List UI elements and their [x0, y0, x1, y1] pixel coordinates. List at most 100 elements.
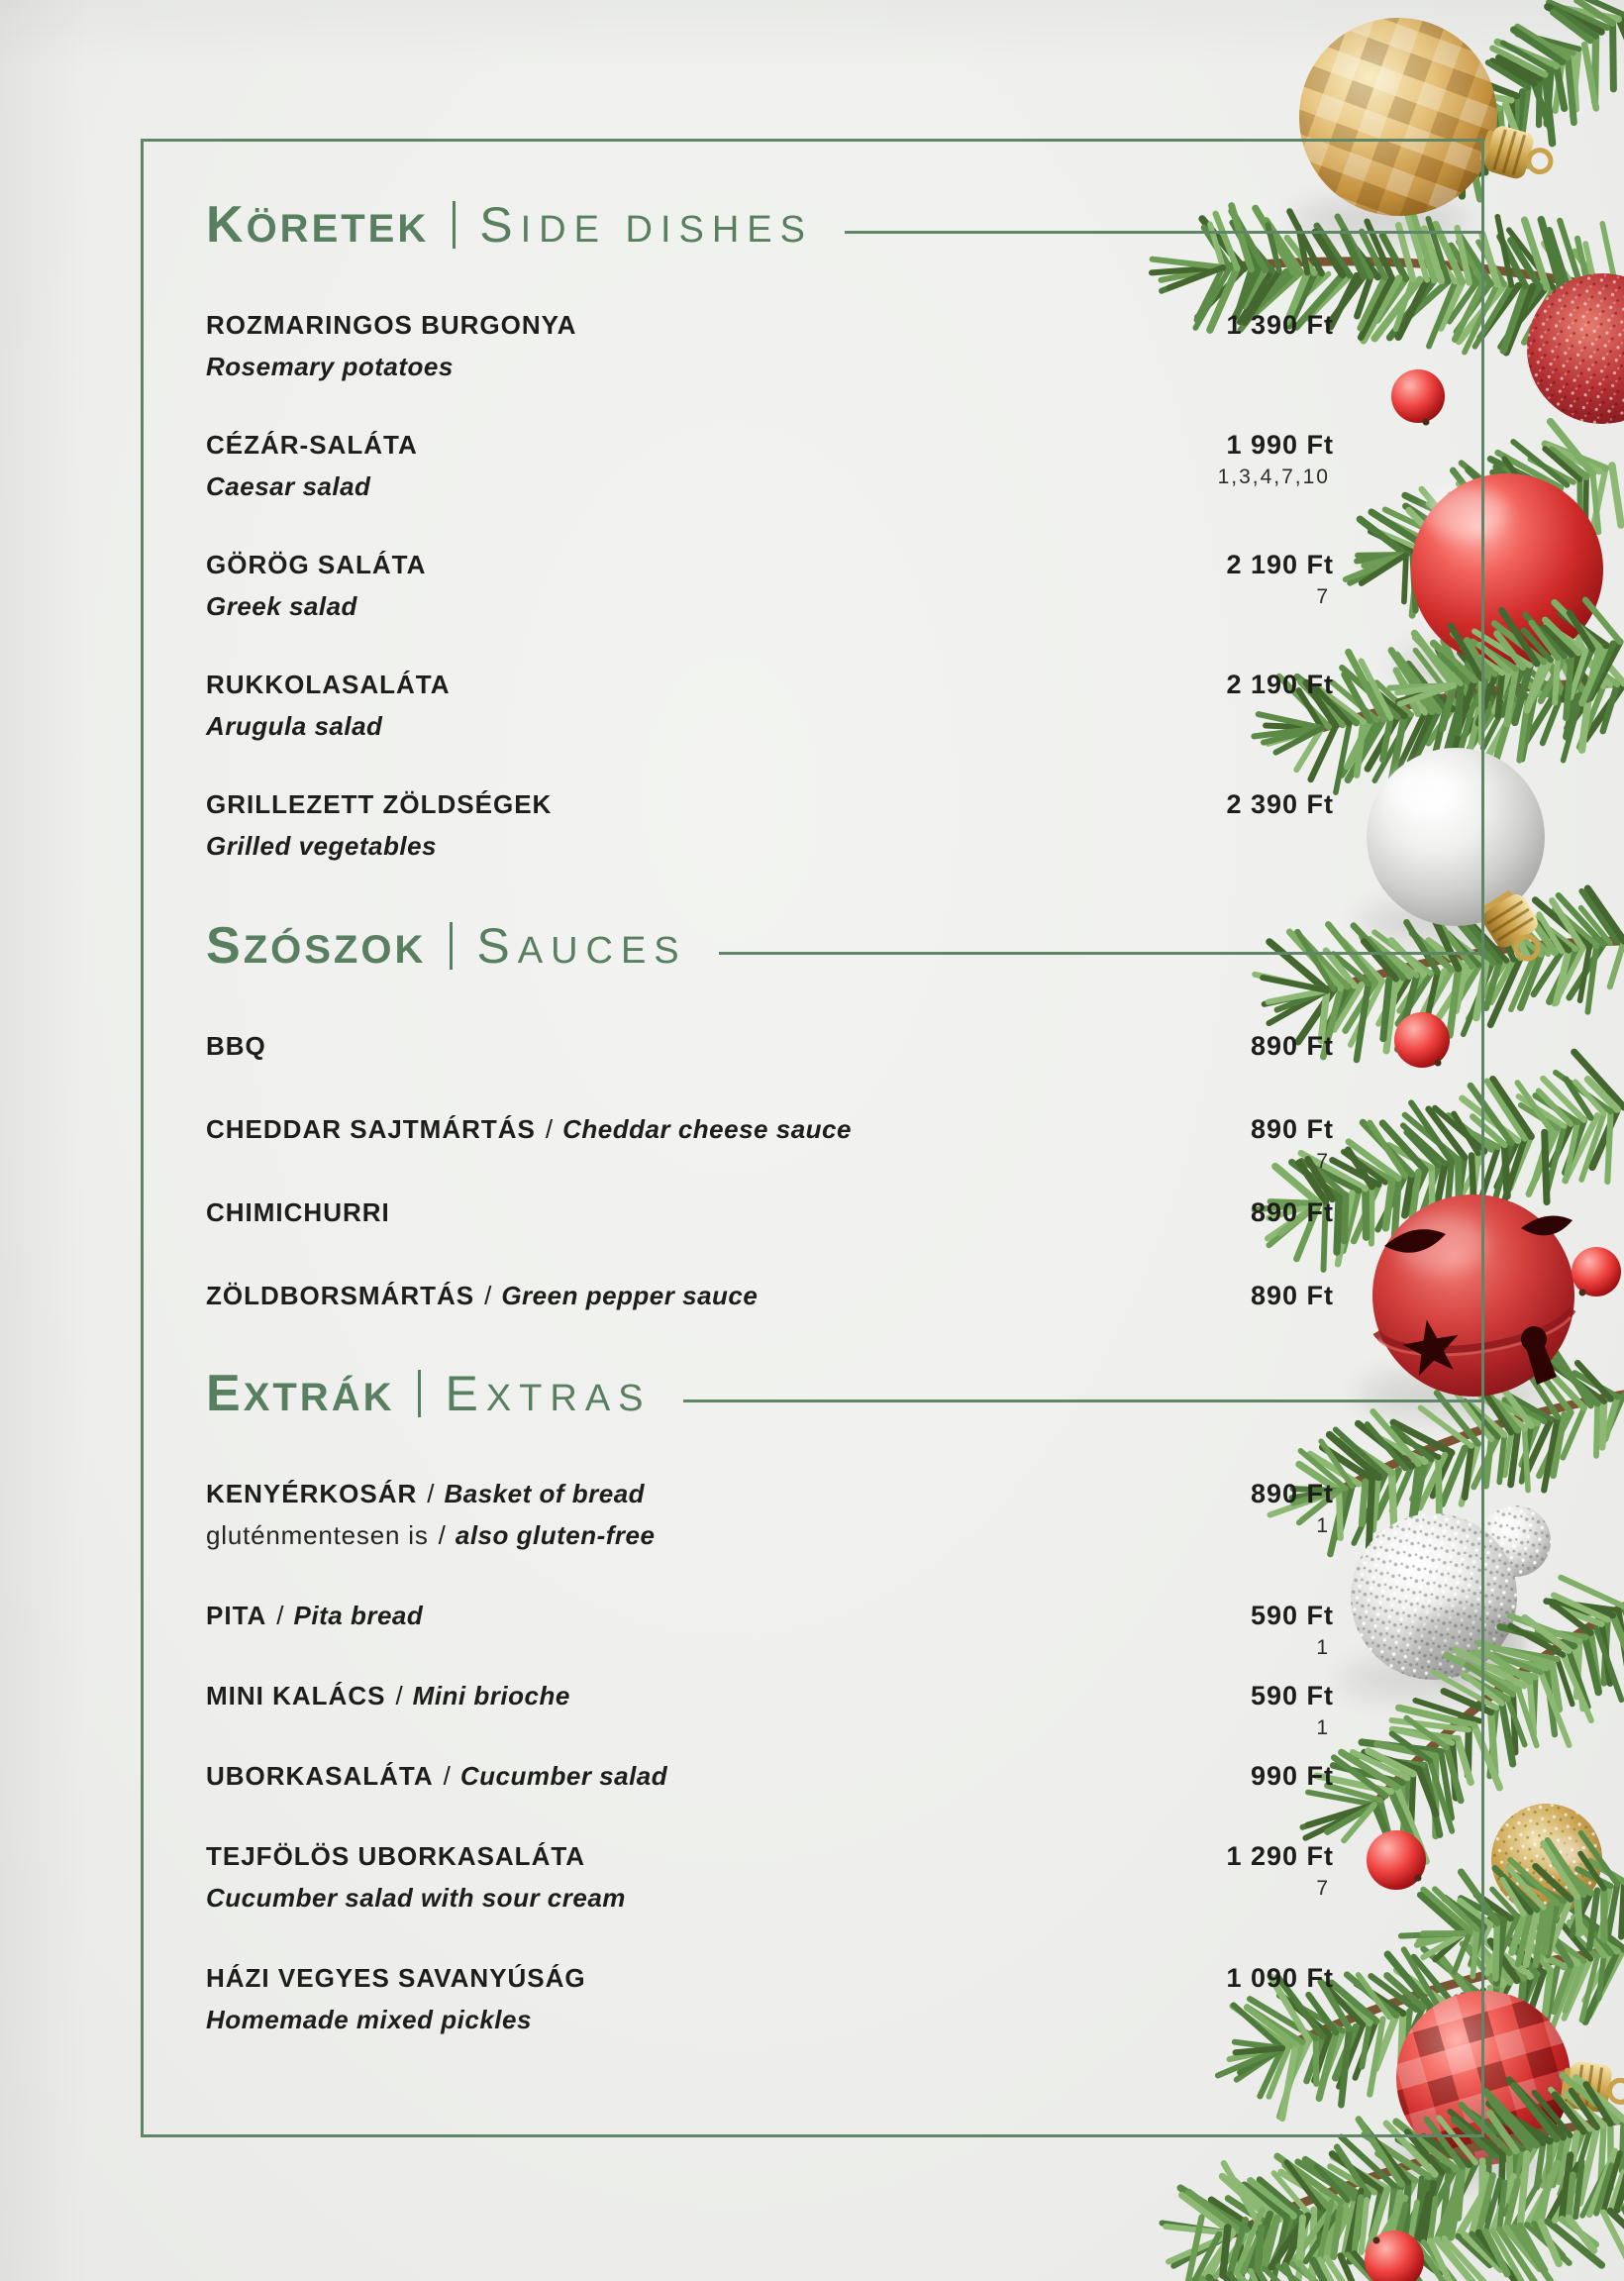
item-price: 890 Ft	[1250, 1281, 1334, 1310]
pine-branches-front	[1159, 596, 1624, 2281]
menu-item: HÁZI VEGYES SAVANYÚSÁG Homemade mixed pi…	[206, 1961, 1334, 2036]
item-name-hu: RUKKOLASALÁTA	[206, 670, 451, 699]
heading-divider-line	[718, 951, 1484, 955]
section-title-hu: KÖRETEK	[206, 196, 430, 254]
item-price: 2 390 Ft	[1226, 789, 1334, 819]
christmas-decoration	[1149, 0, 1624, 2281]
item-name-hu: CHIMICHURRI	[206, 1197, 390, 1227]
silver-bauble	[1367, 748, 1553, 970]
item-name-hu: ZÖLDBORSMÁRTÁS	[206, 1281, 475, 1310]
item-translation: Caesar salad	[206, 471, 371, 501]
menu-item: CHEDDAR SAJTMÁRTÁS / Cheddar cheese sauce …	[206, 1112, 1334, 1173]
berry	[1394, 1012, 1450, 1068]
jingle-bell	[1372, 1194, 1576, 1397]
item-name-en: Mini brioche	[412, 1681, 570, 1711]
item-price: 890 Ft	[1250, 1031, 1334, 1061]
item-name-hu: GÖRÖG SALÁTA	[206, 550, 427, 579]
item-price: 1 290 Ft	[1226, 1841, 1334, 1871]
item-price: 590 Ft	[1250, 1681, 1334, 1711]
menu-item: ROZMARINGOS BURGONYA Rosemary potatoes 1…	[206, 308, 1334, 383]
section-heading: SZÓSZOK SAUCES	[206, 914, 1484, 978]
berry	[1367, 1830, 1426, 1890]
item-translation: Cucumber salad with sour cream	[206, 1883, 626, 1913]
item-name-en: Basket of bread	[444, 1479, 646, 1508]
item-note: gluténmentesen is	[206, 1520, 429, 1550]
menu-item: KENYÉRKOSÁR / Basket of bread gluténmentes…	[206, 1477, 1334, 1552]
item-name-hu: BBQ	[206, 1031, 266, 1061]
item-name-hu: ROZMARINGOS BURGONYA	[206, 310, 577, 340]
item-allergens: 7	[1316, 1150, 1330, 1173]
item-price: 1 390 Ft	[1226, 310, 1334, 340]
item-allergens: 1	[1316, 1716, 1330, 1739]
slash-separator: /	[443, 1761, 451, 1791]
menu-item: ZÖLDBORSMÁRTÁS / Green pepper sauce 890 Ft	[206, 1279, 1334, 1312]
item-translation: also gluten-free	[455, 1520, 656, 1550]
item-name-en: Cheddar cheese sauce	[562, 1114, 852, 1144]
slash-separator: /	[395, 1681, 403, 1711]
slash-separator: /	[438, 1520, 446, 1550]
item-name-hu: MINI KALÁCS	[206, 1681, 386, 1711]
item-name-hu: TEJFÖLÖS UBORKASALÁTA	[206, 1841, 586, 1871]
item-price: 1 090 Ft	[1226, 1963, 1334, 1993]
heading-separator-bar	[453, 201, 457, 249]
berry	[1365, 2230, 1424, 2281]
menu-item: BBQ 890 Ft	[206, 1029, 1334, 1063]
menu-item: CHIMICHURRI 890 Ft	[206, 1195, 1334, 1229]
item-name-en: Pita bread	[293, 1601, 424, 1630]
item-name-hu: HÁZI VEGYES SAVANYÚSÁG	[206, 1963, 586, 1993]
item-price: 890 Ft	[1250, 1479, 1334, 1508]
section-heading: EXTRÁK EXTRAS	[206, 1362, 1484, 1425]
menu-item: GRILLEZETT ZÖLDSÉGEK Grilled vegetables …	[206, 787, 1334, 863]
menu-item: MINI KALÁCS / Mini brioche 590 Ft 1	[206, 1679, 1334, 1739]
pine-branches	[1149, 0, 1624, 2123]
berry	[1572, 1247, 1621, 1296]
section-sauces: SZÓSZOK SAUCES BBQ 890 Ft CHEDDAR SAJTMÁ…	[206, 914, 1484, 1312]
heading-divider-line	[682, 1399, 1484, 1402]
section-title-en: SAUCES	[476, 918, 687, 974]
item-price: 2 190 Ft	[1226, 670, 1334, 699]
menu-item: GÖRÖG SALÁTA Greek salad 2 190 Ft 7	[206, 548, 1334, 623]
heading-divider-line	[845, 230, 1484, 234]
item-allergens: 7	[1316, 585, 1330, 608]
heading-separator-bar	[418, 1370, 422, 1417]
item-name-hu: KENYÉRKOSÁR	[206, 1479, 418, 1508]
item-name-en: Cucumber salad	[459, 1761, 668, 1791]
gold-bauble	[1299, 18, 1557, 216]
item-name-hu: CÉZÁR-SALÁTA	[206, 430, 418, 460]
red-glitter-bauble	[1527, 273, 1624, 424]
section-title-hu: EXTRÁK	[206, 1365, 395, 1422]
item-name-hu: GRILLEZETT ZÖLDSÉGEK	[206, 789, 553, 819]
section-extras: EXTRÁK EXTRAS KENYÉRKOSÁR / Basket of brea…	[206, 1362, 1484, 2036]
item-name-hu: CHEDDAR SAJTMÁRTÁS	[206, 1114, 536, 1144]
menu-item: TEJFÖLÖS UBORKASALÁTA Cucumber salad wit…	[206, 1839, 1334, 1915]
red-bauble	[1411, 473, 1603, 666]
slash-separator: /	[545, 1114, 554, 1144]
section-title-en: EXTRAS	[445, 1366, 652, 1421]
item-name-hu: PITA	[206, 1601, 267, 1630]
heading-separator-bar	[450, 922, 454, 970]
menu-item: RUKKOLASALÁTA Arugula salad 2 190 Ft	[206, 668, 1334, 743]
item-translation: Arugula salad	[206, 711, 383, 741]
item-translation: Greek salad	[206, 591, 357, 621]
section-title-hu: SZÓSZOK	[206, 917, 427, 975]
gold-glitter-bauble	[1491, 1804, 1602, 1915]
menu-content: KÖRETEK SIDE DISHES ROZMARINGOS BURGONYA…	[206, 193, 1484, 2083]
item-translation: Grilled vegetables	[206, 831, 437, 861]
menu-item: UBORKASALÁTA / Cucumber salad 990 Ft	[206, 1759, 1334, 1793]
item-price: 890 Ft	[1250, 1114, 1334, 1144]
item-translation: Homemade mixed pickles	[206, 2005, 532, 2034]
slash-separator: /	[484, 1281, 492, 1310]
item-name-hu: UBORKASALÁTA	[206, 1761, 434, 1791]
slash-separator: /	[276, 1601, 284, 1630]
section-side-dishes: KÖRETEK SIDE DISHES ROZMARINGOS BURGONYA…	[206, 193, 1484, 863]
item-price: 590 Ft	[1250, 1601, 1334, 1630]
item-price: 890 Ft	[1250, 1197, 1334, 1227]
item-allergens: 7	[1316, 1877, 1330, 1900]
section-title-en: SIDE DISHES	[479, 197, 813, 253]
berry	[1391, 369, 1445, 426]
item-price: 2 190 Ft	[1226, 550, 1334, 579]
item-translation: Rosemary potatoes	[206, 352, 454, 381]
menu-item: PITA / Pita bread 590 Ft 1	[206, 1599, 1334, 1659]
menu-item: CÉZÁR-SALÁTA Caesar salad 1 990 Ft 1,3,4…	[206, 428, 1334, 503]
